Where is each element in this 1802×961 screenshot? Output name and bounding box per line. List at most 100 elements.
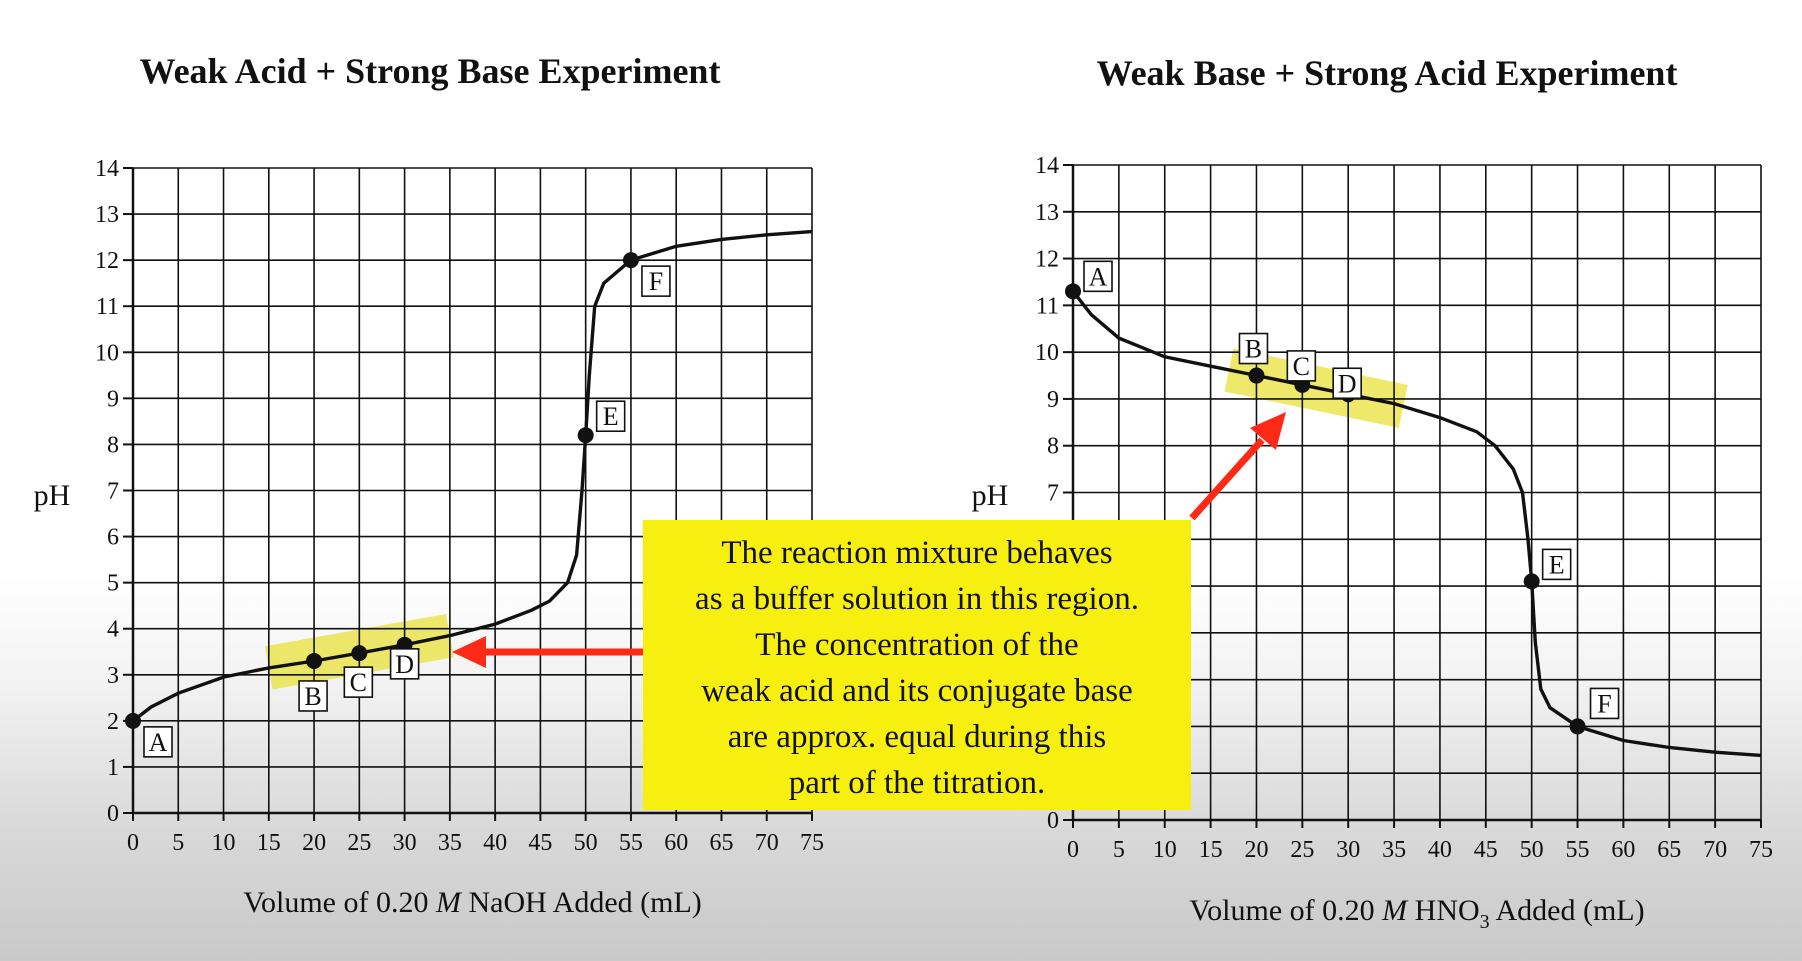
buffer-callout: The reaction mixture behaves as a buffer … [452, 412, 1286, 810]
point-e [577, 427, 594, 444]
y-tick-label: 8 [1047, 434, 1059, 460]
x-tick-label: 25 [1290, 837, 1314, 863]
x-axis-label-part: Added (mL) [1490, 894, 1645, 927]
x-tick-label: 60 [664, 830, 688, 856]
point-b [1248, 367, 1265, 384]
point-label: B [1245, 335, 1262, 364]
y-tick-label: 10 [95, 340, 119, 366]
point-label: F [1597, 689, 1611, 718]
callout-line: as a buffer solution in this region. [695, 581, 1139, 617]
y-tick-label: 6 [107, 525, 119, 551]
y-tick-label: 2 [107, 709, 119, 735]
point-label: A [1089, 262, 1108, 291]
x-tick-label: 45 [1474, 837, 1498, 863]
x-tick-label: 30 [1336, 837, 1360, 863]
point-e [1523, 573, 1540, 590]
x-tick-label: 5 [1113, 837, 1125, 863]
x-tick-label: 75 [800, 830, 824, 856]
x-tick-label: 20 [302, 830, 326, 856]
y-tick-label: 3 [107, 663, 119, 689]
x-tick-label: 40 [483, 830, 507, 856]
x-tick-label: 60 [1611, 837, 1635, 863]
point-label-box [298, 680, 328, 712]
x-tick-label: 50 [1520, 837, 1544, 863]
callout-box [643, 520, 1191, 810]
point-label-box [1332, 367, 1362, 400]
x-tick-label: 10 [212, 830, 236, 856]
x-axis-label: Volume of 0.20 M NaOH Added (mL) [243, 886, 702, 919]
point-label-box [343, 666, 374, 698]
callout-line: The reaction mixture behaves [721, 535, 1112, 571]
callout-line: are approx. equal during this [728, 719, 1106, 755]
x-tick-label: 70 [755, 830, 779, 856]
x-axis-label: Volume of 0.20 M HNO3 Added (mL) [1189, 894, 1644, 933]
point-label-box [595, 400, 626, 433]
point-label-box [1238, 332, 1269, 365]
chart-title: Weak Base + Strong Acid Experiment [1097, 53, 1678, 93]
x-tick-label: 50 [574, 830, 598, 856]
point-label-box [1286, 350, 1317, 382]
y-axis-label: pH [34, 479, 71, 512]
x-axis-label-part: Volume of 0.20 [243, 886, 436, 919]
x-tick-label: 55 [619, 830, 643, 856]
x-tick-label: 20 [1244, 837, 1268, 863]
x-tick-label: 35 [438, 830, 462, 856]
x-axis-label-part: 3 [1480, 911, 1490, 933]
y-tick-label: 12 [95, 248, 119, 274]
x-tick-label: 5 [172, 830, 184, 856]
x-tick-label: 30 [393, 830, 417, 856]
x-tick-label: 55 [1566, 837, 1590, 863]
y-tick-label: 7 [1047, 481, 1059, 507]
point-c [351, 645, 368, 662]
point-label: E [603, 402, 619, 431]
point-label-box [1541, 548, 1572, 581]
point-label: C [350, 668, 367, 697]
callout-line: weak acid and its conjugate base [701, 673, 1133, 709]
point-label: D [1338, 369, 1357, 398]
y-tick-label: 9 [107, 386, 119, 412]
point-label-box [143, 726, 173, 758]
point-b [306, 652, 323, 669]
x-tick-label: 75 [1749, 837, 1773, 863]
weak-base-chart: Weak Base + Strong Acid Experiment 0 12 3 4… [972, 53, 1773, 933]
x-tick-label: 40 [1428, 837, 1452, 863]
x-axis-label-part: Volume of 0.20 [1189, 894, 1382, 927]
point-label: C [1293, 352, 1310, 381]
y-tick-label: 10 [1035, 340, 1059, 366]
point-f [622, 252, 639, 269]
x-tick-label: 65 [709, 830, 733, 856]
point-label-box [1589, 687, 1620, 720]
x-tick-label: 35 [1382, 837, 1406, 863]
x-tick-label: 15 [1199, 837, 1223, 863]
x-axis-label-part: NaOH Added (mL) [461, 886, 702, 919]
y-tick-label: 14 [95, 156, 119, 182]
y-axis-label: pH [972, 479, 1009, 512]
y-tick-label: 11 [96, 294, 119, 320]
point-a [1065, 283, 1081, 300]
y-tick-label: 7 [107, 479, 119, 505]
y-tick-label: 9 [1047, 387, 1059, 413]
y-tick-label: 5 [107, 571, 119, 597]
x-tick-label: 70 [1703, 837, 1727, 863]
x-axis-label-part: M [1381, 894, 1409, 927]
point-label: D [395, 650, 414, 679]
point-label: B [304, 682, 321, 711]
callout-line: The concentration of the [755, 627, 1078, 663]
chart-title: Weak Acid + Strong Base Experiment [140, 51, 721, 91]
point-label-box [389, 648, 420, 680]
y-tick-label: 0 [107, 801, 119, 827]
x-tick-label: 65 [1657, 837, 1681, 863]
point-a [125, 712, 141, 729]
x-tick-label: 0 [1067, 837, 1079, 863]
point-label: A [149, 728, 168, 757]
y-tick-label: 14 [1035, 153, 1059, 179]
y-tick-label: 12 [1035, 247, 1059, 273]
y-tick-label: 4 [107, 617, 119, 643]
x-tick-label: 15 [257, 830, 281, 856]
y-tick-label: 11 [1036, 293, 1059, 319]
y-tick-label: 1 [107, 755, 119, 781]
point-label-box [1083, 260, 1113, 293]
x-axis-label-part: HNO [1407, 894, 1480, 927]
y-tick-label: 0 [1047, 808, 1059, 834]
x-tick-label: 25 [347, 830, 371, 856]
